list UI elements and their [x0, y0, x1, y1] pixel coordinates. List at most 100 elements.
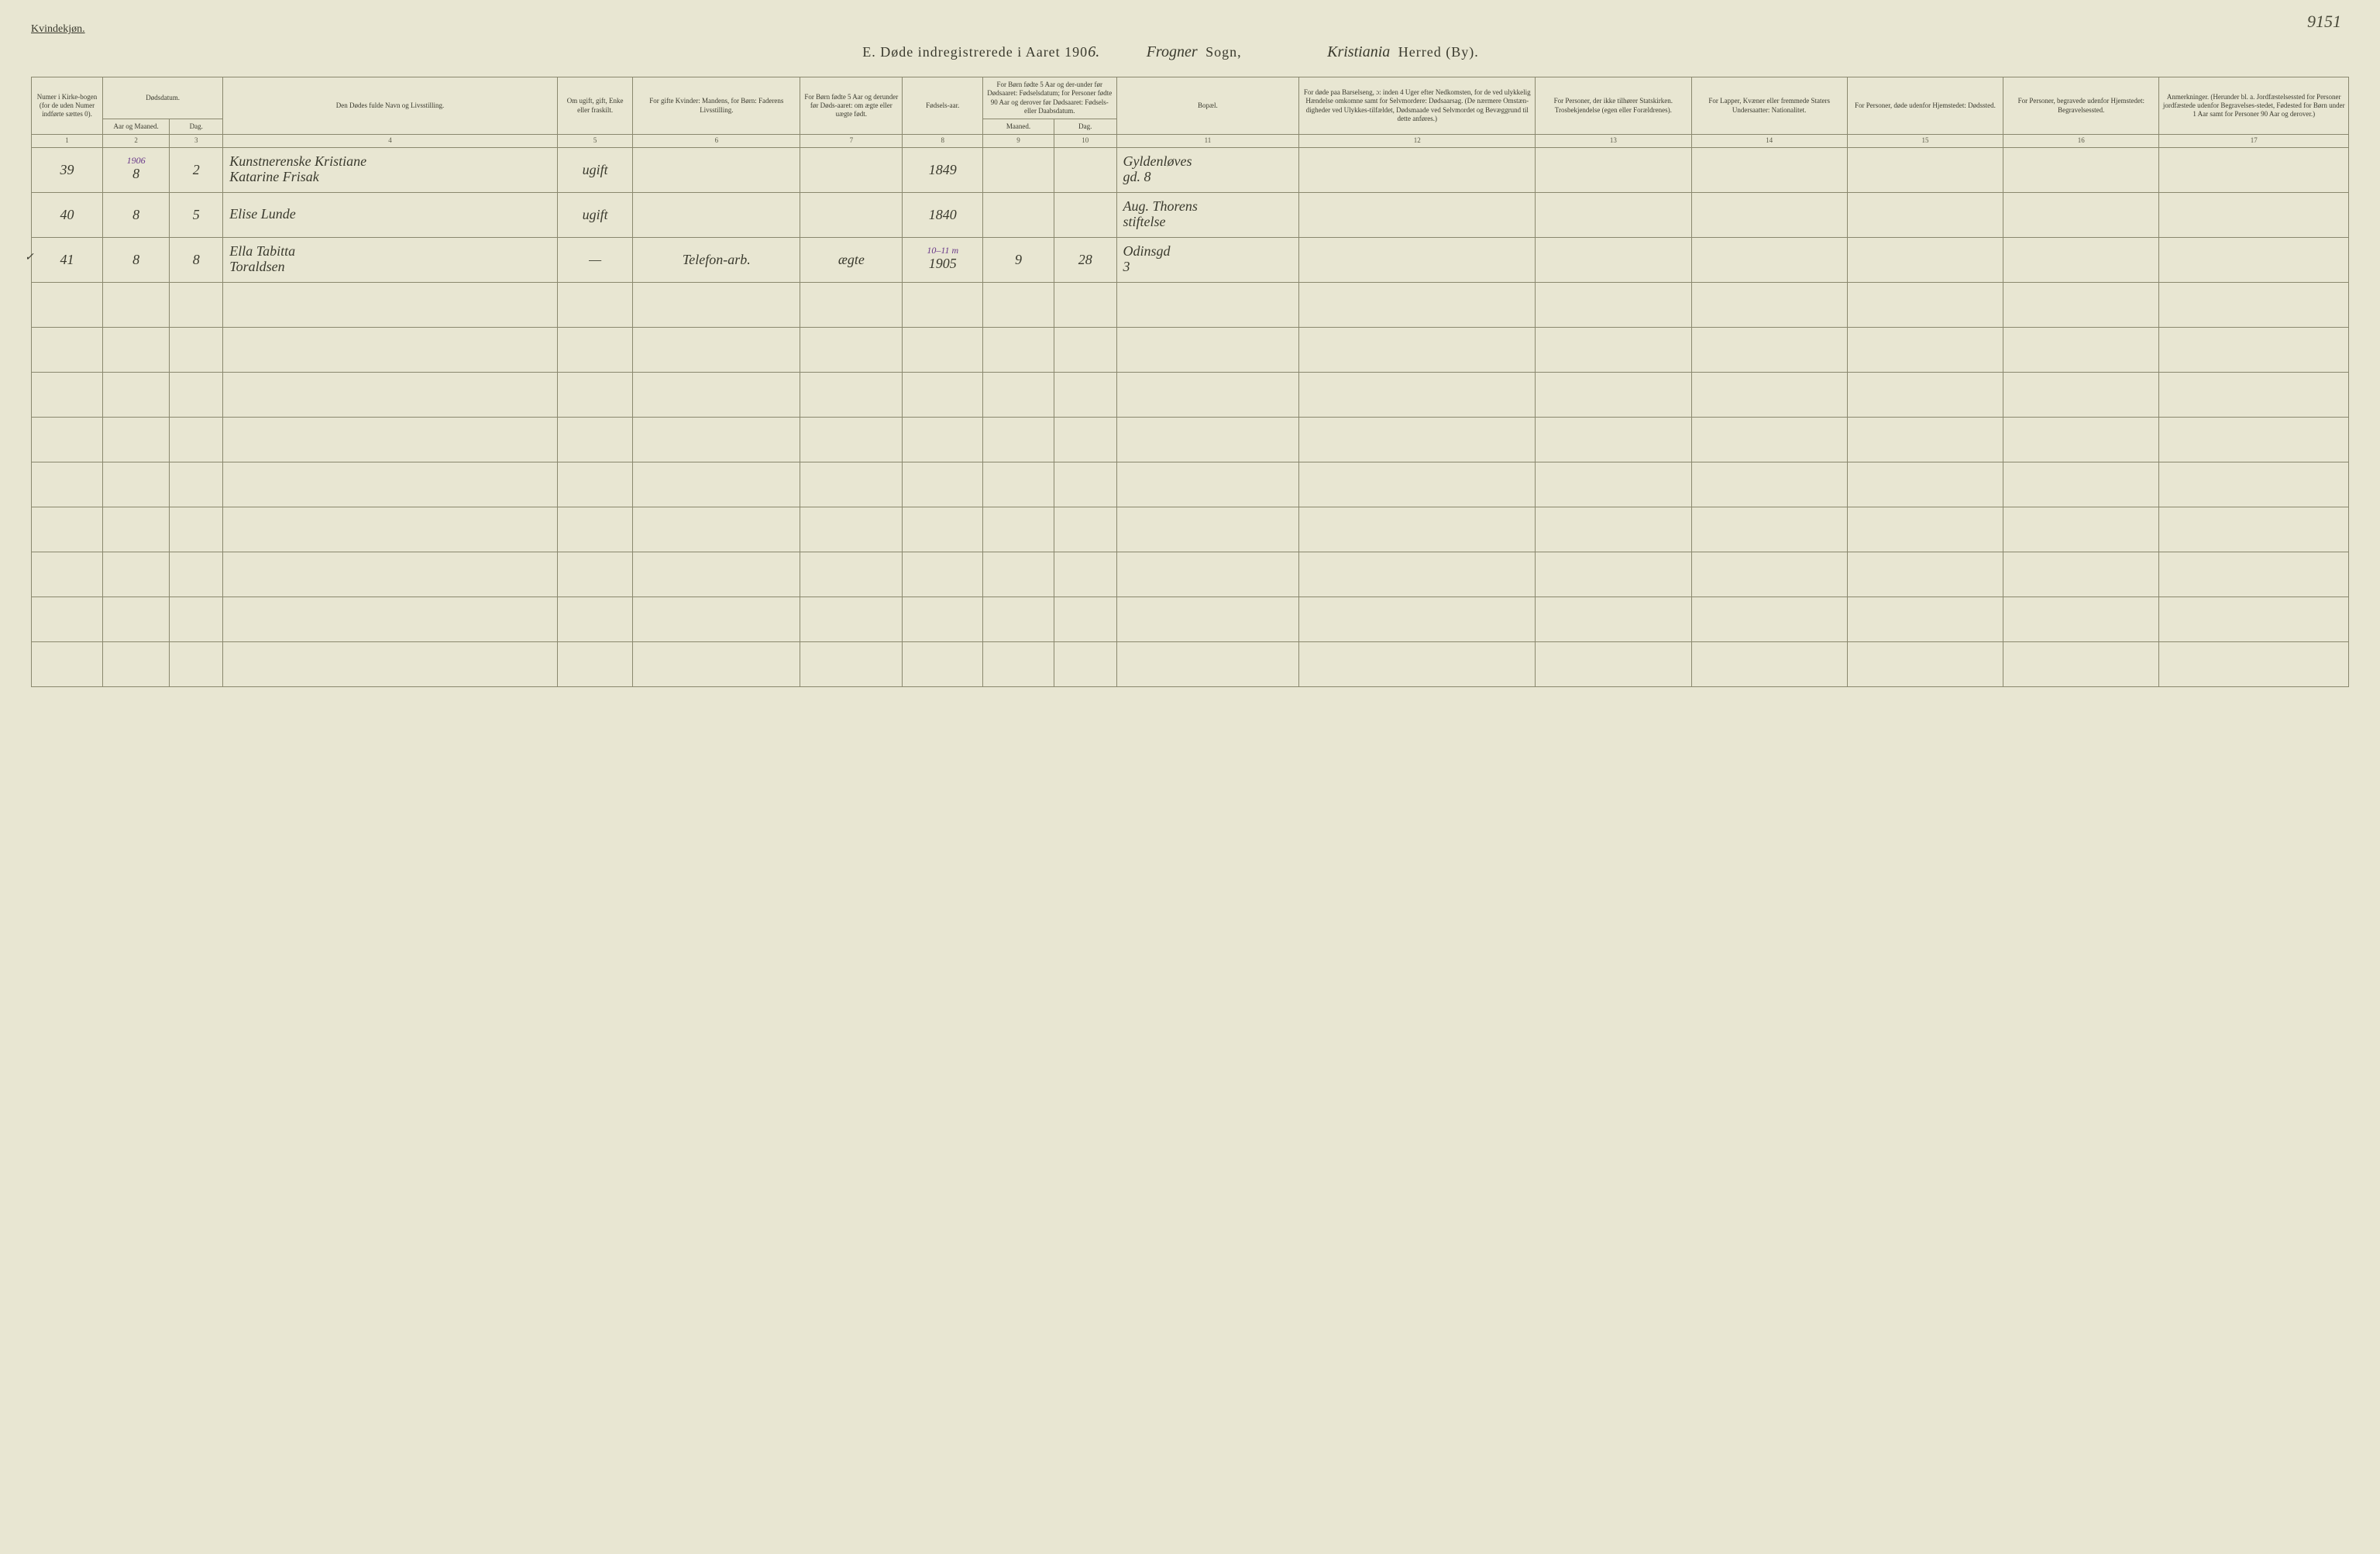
- cell-empty: [1116, 417, 1299, 462]
- cell-empty: [32, 327, 103, 372]
- cell-empty: [223, 641, 557, 686]
- cell: [1847, 192, 2003, 237]
- cell-empty: [633, 641, 800, 686]
- cell: [1536, 237, 1691, 282]
- col-header-15: For Personer, døde udenfor Hjemstedet: D…: [1847, 77, 2003, 135]
- cell-empty: [103, 597, 170, 641]
- cell-empty: [800, 552, 903, 597]
- cell-empty: [1847, 327, 2003, 372]
- col-header-6: For gifte Kvinder: Mandens, for Børn: Fa…: [633, 77, 800, 135]
- cell-empty: [557, 507, 633, 552]
- cell-empty: [1116, 327, 1299, 372]
- col-header-11: Bopæl.: [1116, 77, 1299, 135]
- cell-empty: [633, 507, 800, 552]
- cell: [1299, 237, 1536, 282]
- col-header-17: Anmerkninger. (Herunder bl. a. Jordfæste…: [2159, 77, 2349, 135]
- cell-empty: [1691, 552, 1847, 597]
- cell-empty: [1116, 597, 1299, 641]
- cell-empty: [1054, 507, 1117, 552]
- cell-empty: [982, 462, 1054, 507]
- cell-empty: [2003, 327, 2159, 372]
- cell-empty: [32, 372, 103, 417]
- cell-empty: [1299, 462, 1536, 507]
- cell-empty: [1536, 372, 1691, 417]
- cell-empty: [1536, 327, 1691, 372]
- cell: 39: [32, 147, 103, 192]
- cell: 8: [103, 237, 170, 282]
- cell-empty: [1691, 327, 1847, 372]
- cell-empty: [1299, 372, 1536, 417]
- column-number: 13: [1536, 135, 1691, 147]
- cell-empty: [1054, 372, 1117, 417]
- cell: [633, 147, 800, 192]
- cell-empty: [633, 417, 800, 462]
- cell: Aug. Thorensstiftelse: [1116, 192, 1299, 237]
- col-header-7: For Børn fødte 5 Aar og derunder før Død…: [800, 77, 903, 135]
- cell-empty: [1054, 597, 1117, 641]
- cell: 8: [103, 192, 170, 237]
- cell-empty: [1054, 641, 1117, 686]
- table-row-empty: [32, 417, 2349, 462]
- cell-empty: [1691, 507, 1847, 552]
- cell-empty: [2159, 507, 2349, 552]
- cell-empty: [633, 462, 800, 507]
- cell: [1691, 192, 1847, 237]
- cell-empty: [223, 327, 557, 372]
- cell-empty: [2003, 597, 2159, 641]
- cell-empty: [170, 417, 223, 462]
- cell-empty: [1116, 372, 1299, 417]
- cell-empty: [1536, 641, 1691, 686]
- column-number: 9: [982, 135, 1054, 147]
- cell-empty: [982, 372, 1054, 417]
- col-header-9b: Dag.: [1054, 119, 1117, 135]
- cell-empty: [982, 417, 1054, 462]
- cell-empty: [170, 372, 223, 417]
- cell-empty: [800, 372, 903, 417]
- cell-empty: [1847, 462, 2003, 507]
- column-number: 12: [1299, 135, 1536, 147]
- cell-empty: [1054, 282, 1117, 327]
- cell-empty: [1536, 282, 1691, 327]
- cell-empty: [32, 462, 103, 507]
- cell-empty: [633, 327, 800, 372]
- title-prefix: E. Døde indregistrerede i Aaret 190: [862, 44, 1088, 60]
- cell-empty: [103, 417, 170, 462]
- cell-empty: [32, 282, 103, 327]
- cell-empty: [223, 462, 557, 507]
- cell-empty: [103, 507, 170, 552]
- cell-empty: [1116, 282, 1299, 327]
- cell-empty: [557, 372, 633, 417]
- cell-empty: [800, 417, 903, 462]
- cell-empty: [2003, 372, 2159, 417]
- cell-empty: [903, 641, 983, 686]
- cell-empty: [170, 597, 223, 641]
- cell-empty: [32, 507, 103, 552]
- cell-empty: [1054, 552, 1117, 597]
- table-body: 39190682Kunstnerenske KristianeKatarine …: [32, 147, 2349, 686]
- column-number: 10: [1054, 135, 1117, 147]
- column-number: 2: [103, 135, 170, 147]
- cell: —: [557, 237, 633, 282]
- cell: [2003, 147, 2159, 192]
- cell-empty: [103, 282, 170, 327]
- cell-empty: [1536, 417, 1691, 462]
- cell-empty: [982, 597, 1054, 641]
- cell: [1536, 147, 1691, 192]
- page-number-handwritten: 9151: [2307, 12, 2341, 32]
- cell: [1691, 237, 1847, 282]
- cell-empty: [1691, 417, 1847, 462]
- cell: 1849: [903, 147, 983, 192]
- column-number: 15: [1847, 135, 2003, 147]
- column-numbers-row: 1234567891011121314151617: [32, 135, 2349, 147]
- table-row: ✓4188Ella TabittaToraldsen—Telefon-arb.æ…: [32, 237, 2349, 282]
- table-row: 4085Elise Lundeugift1840Aug. Thorensstif…: [32, 192, 2349, 237]
- col-header-8: Fødsels-aar.: [903, 77, 983, 135]
- cell-empty: [2159, 597, 2349, 641]
- gender-label: Kvindekjøn.: [31, 23, 2349, 36]
- cell-empty: [903, 597, 983, 641]
- col-header-14: For Lapper, Kvæner eller fremmede Stater…: [1691, 77, 1847, 135]
- cell-empty: [1691, 372, 1847, 417]
- col-header-12: For døde paa Barselseng, ɔ: inden 4 Uger…: [1299, 77, 1536, 135]
- column-number: 16: [2003, 135, 2159, 147]
- cell-empty: [903, 507, 983, 552]
